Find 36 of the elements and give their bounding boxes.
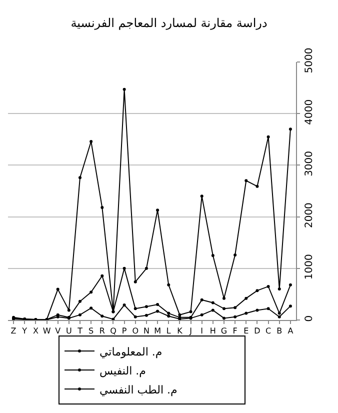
x-tick-label: K xyxy=(177,326,184,336)
x-tick-label: V xyxy=(55,326,62,336)
x-tick-label: A xyxy=(288,326,294,336)
x-tick-label: F xyxy=(232,326,238,336)
x-tick-label: P xyxy=(122,326,127,336)
x-tick-label: U xyxy=(66,326,72,336)
x-tick-label: L xyxy=(166,326,172,336)
x-tick-label: X xyxy=(32,326,39,336)
legend-label: م. الطب النفسي xyxy=(100,383,178,396)
x-tick-label: T xyxy=(76,326,83,336)
legend-label: م. المعلوماتي xyxy=(100,345,162,358)
x-tick-label: G xyxy=(220,326,228,336)
y-tick-label: 1000 xyxy=(304,254,315,280)
x-tick-label: E xyxy=(244,326,249,336)
x-tick-label: O xyxy=(132,326,139,336)
x-tick-label: M xyxy=(154,326,162,336)
x-tick-label: J xyxy=(188,326,192,336)
y-tick-label: 4000 xyxy=(304,99,315,125)
chart-title: دراسة مقارنة لمسارد المعاجم الفرنسية xyxy=(70,16,268,30)
x-tick-label: Z xyxy=(10,326,17,336)
x-tick-label: W xyxy=(42,326,51,336)
x-tick-label: D xyxy=(254,326,260,336)
x-tick-label: H xyxy=(210,326,216,336)
y-tick-label: 5000 xyxy=(304,48,315,74)
x-tick-label: C xyxy=(266,326,272,336)
y-tick-label: 3000 xyxy=(304,150,315,176)
x-tick-label: R xyxy=(99,326,106,336)
legend-label: م. النفيس xyxy=(100,364,146,378)
x-tick-label: S xyxy=(88,326,94,336)
x-tick-label: Q xyxy=(110,326,116,336)
x-tick-label: I xyxy=(200,326,204,336)
x-tick-label: B xyxy=(276,326,282,336)
y-tick-label: 2000 xyxy=(304,202,315,228)
x-tick-label: Y xyxy=(21,326,28,336)
y-tick-label: 0 xyxy=(304,315,315,322)
x-tick-label: N xyxy=(143,326,150,336)
